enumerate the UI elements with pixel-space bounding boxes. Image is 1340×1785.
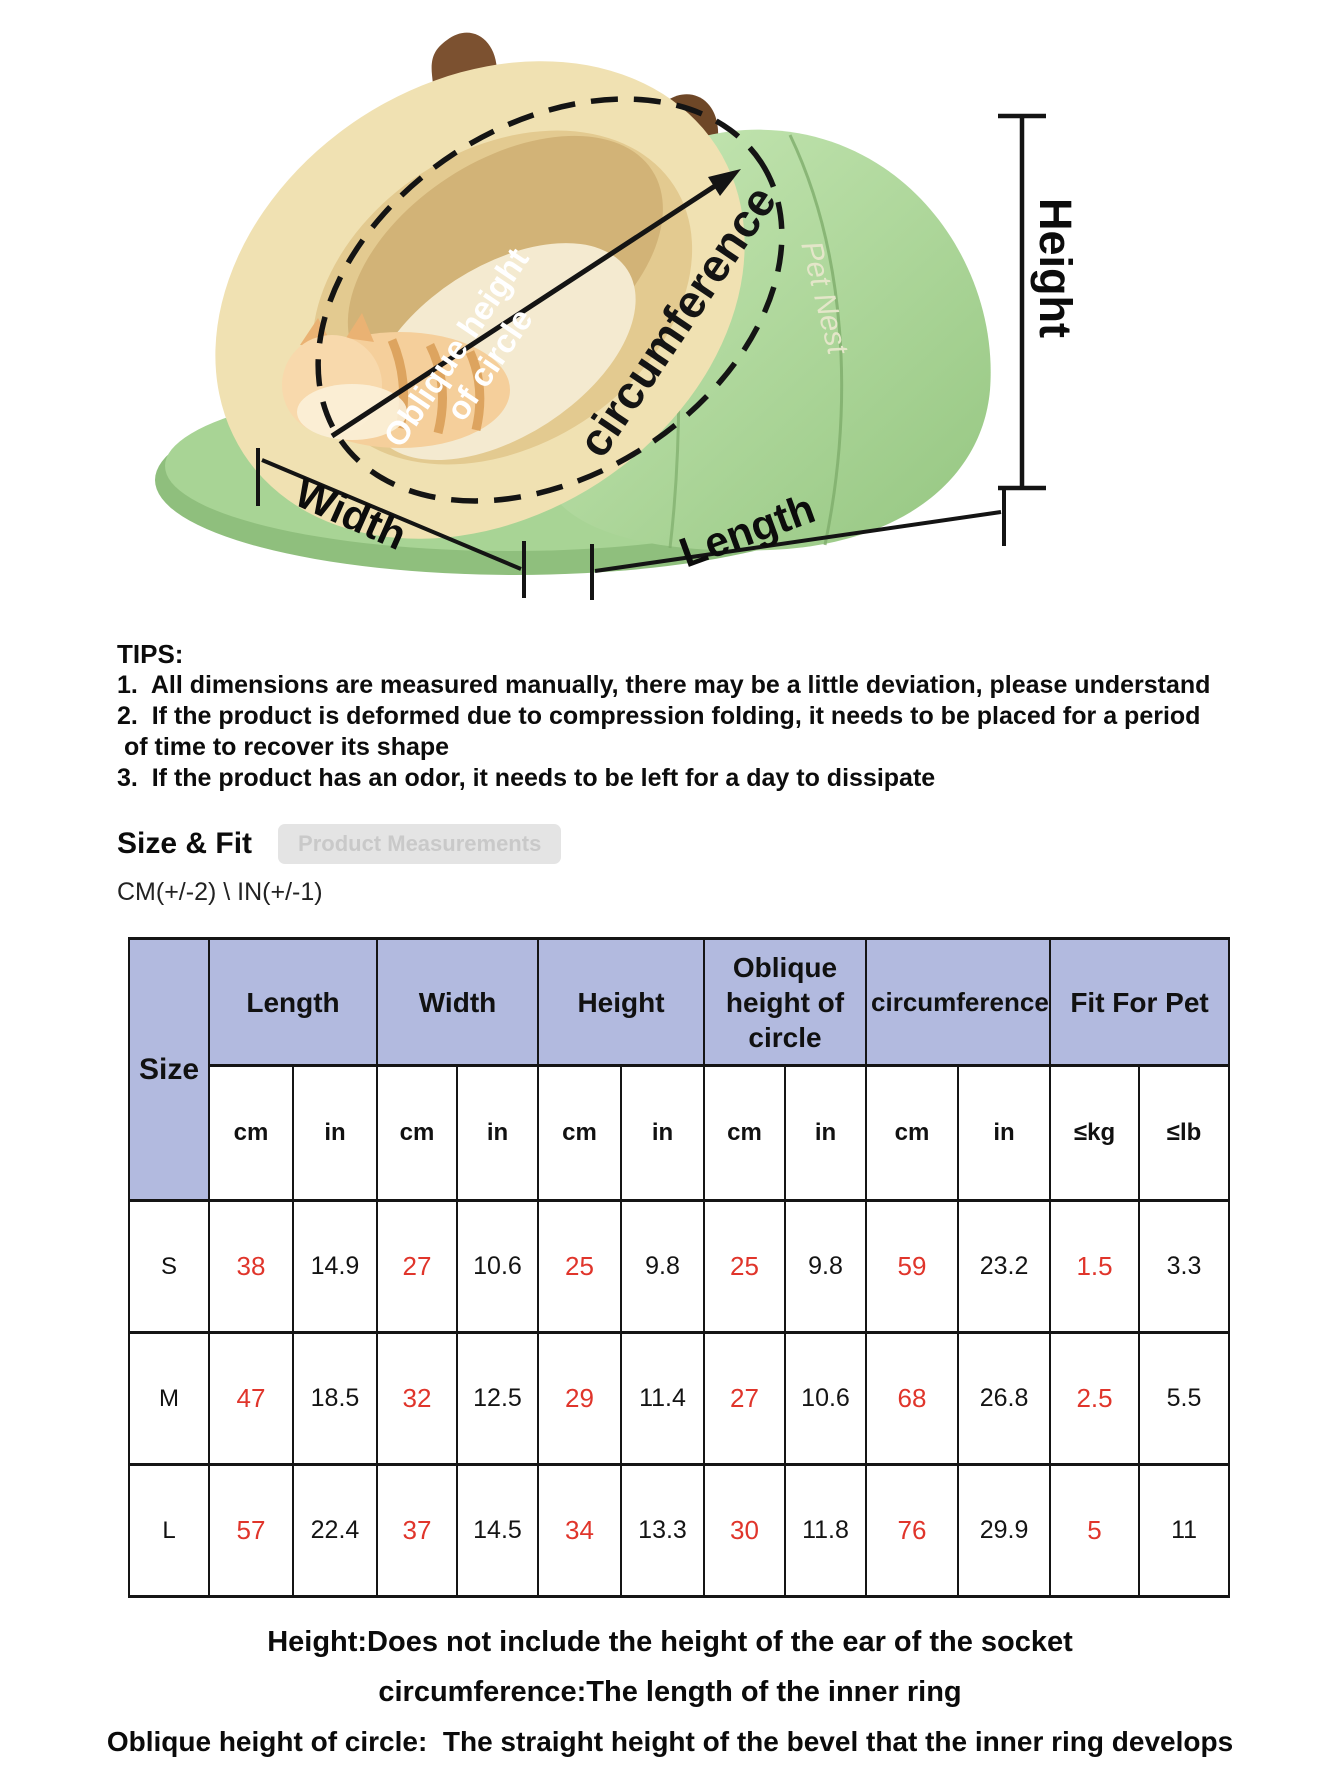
size-cell: S	[128, 1199, 210, 1334]
value-cell: 5.5	[1138, 1331, 1231, 1466]
value-cell: 14.9	[292, 1199, 378, 1334]
value-cell: 27	[703, 1331, 787, 1466]
pet-bed-illustration: Pet Nest Oblique height of circle circum…	[155, 32, 1081, 600]
tips-line: 1. All dimensions are measured manually,…	[117, 671, 1211, 699]
unit-header: in	[456, 1064, 539, 1202]
value-cell: 3.3	[1138, 1199, 1231, 1334]
value-cell: 59	[865, 1199, 960, 1334]
unit-header: in	[292, 1064, 378, 1202]
value-cell: 10.6	[784, 1331, 868, 1466]
group-header-fit: Fit For Pet	[1049, 937, 1231, 1067]
value-cell: 26.8	[957, 1331, 1052, 1466]
product-measurements-badge: Product Measurements	[278, 824, 562, 864]
size-column-header: Size	[128, 937, 210, 1202]
value-cell: 18.5	[292, 1331, 378, 1466]
group-header-circumference: circumference	[865, 937, 1052, 1067]
value-cell: 29	[537, 1331, 622, 1466]
size-fit-section: Size & Fit Product Measurements CM(+/-2)…	[117, 824, 1340, 907]
table-row-m: M 47 18.5 32 12.5 29 11.4 27 10.6 68 26.…	[128, 1331, 1231, 1466]
value-cell: 30	[703, 1463, 787, 1598]
length-line-icon	[590, 490, 1006, 600]
value-cell: 25	[703, 1199, 787, 1334]
unit-header: cm	[865, 1064, 960, 1202]
value-cell: 37	[376, 1463, 458, 1598]
size-cell: L	[128, 1463, 210, 1598]
value-cell: 25	[537, 1199, 622, 1334]
tips-line: 3. If the product has an odor, it needs …	[117, 764, 936, 792]
unit-header: ≤lb	[1138, 1064, 1231, 1202]
value-cell: 9.8	[784, 1199, 868, 1334]
value-cell: 11.4	[619, 1331, 706, 1466]
value-cell: 47	[208, 1331, 294, 1466]
definition-notes: Height:Does not include the height of th…	[0, 1626, 1340, 1758]
value-cell: 13.3	[619, 1463, 706, 1598]
group-header-length: Length	[208, 937, 378, 1067]
group-header-width: Width	[376, 937, 539, 1067]
height-dimension-label: Height	[1030, 198, 1081, 338]
note-circumference: circumference:The length of the inner ri…	[378, 1676, 962, 1708]
note-height: Height:Does not include the height of th…	[267, 1626, 1073, 1658]
value-cell: 29.9	[957, 1463, 1052, 1598]
value-cell: 9.8	[619, 1199, 706, 1334]
size-fit-heading: Size & Fit	[117, 827, 253, 860]
value-cell: 1.5	[1049, 1199, 1141, 1334]
value-cell: 68	[865, 1331, 960, 1466]
value-cell: 14.5	[456, 1463, 539, 1598]
value-cell: 2.5	[1049, 1331, 1141, 1466]
value-cell: 11	[1138, 1463, 1231, 1598]
product-figure: Pet Nest Oblique height of circle circum…	[0, 0, 1340, 615]
width-line-icon	[256, 448, 526, 598]
unit-header-row: cm in cm in cm in cm in cm in ≤kg ≤lb	[129, 1064, 1231, 1202]
value-cell: 27	[376, 1199, 458, 1334]
circumference-dashed-ellipse	[315, 96, 785, 504]
tips-line: 2. If the product is deformed due to com…	[117, 702, 1201, 730]
group-header-row: Size Length Width Height Oblique height …	[128, 937, 1231, 1202]
tips-section: TIPS: 1. All dimensions are measured man…	[117, 639, 1340, 794]
unit-header: in	[619, 1064, 706, 1202]
value-cell: 76	[865, 1463, 960, 1598]
value-cell: 32	[376, 1331, 458, 1466]
value-cell: 23.2	[957, 1199, 1052, 1334]
unit-header: cm	[208, 1064, 294, 1202]
oblique-arrow-icon	[330, 169, 741, 439]
value-cell: 11.8	[784, 1463, 868, 1598]
table-row-s: S 38 14.9 27 10.6 25 9.8 25 9.8 59 23.2 …	[128, 1199, 1231, 1334]
size-table: Size Length Width Height Oblique height …	[128, 937, 1231, 1598]
value-cell: 34	[537, 1463, 622, 1598]
value-cell: 12.5	[456, 1331, 539, 1466]
tips-title: TIPS:	[117, 639, 184, 669]
value-cell: 5	[1049, 1463, 1141, 1598]
unit-header: ≤kg	[1049, 1064, 1141, 1202]
value-cell: 10.6	[456, 1199, 539, 1334]
unit-header: cm	[376, 1064, 458, 1202]
unit-header: in	[784, 1064, 868, 1202]
note-oblique: Oblique height of circle: The straight h…	[106, 1726, 1234, 1757]
value-cell: 22.4	[292, 1463, 378, 1598]
value-cell: 38	[208, 1199, 294, 1334]
table-row-l: L 57 22.4 37 14.5 34 13.3 30 11.8 76 29.…	[128, 1463, 1231, 1598]
unit-header: cm	[537, 1064, 622, 1202]
group-header-height: Height	[536, 937, 706, 1067]
group-header-oblique: Oblique height of circle	[703, 937, 868, 1067]
tips-line: of time to recover its shape	[117, 733, 450, 761]
unit-header: cm	[703, 1064, 787, 1202]
size-cell: M	[128, 1331, 210, 1466]
height-bracket-icon	[998, 113, 1046, 491]
tolerance-note: CM(+/-2) \ IN(+/-1)	[117, 878, 323, 906]
value-cell: 57	[208, 1463, 294, 1598]
unit-header: in	[957, 1064, 1052, 1202]
